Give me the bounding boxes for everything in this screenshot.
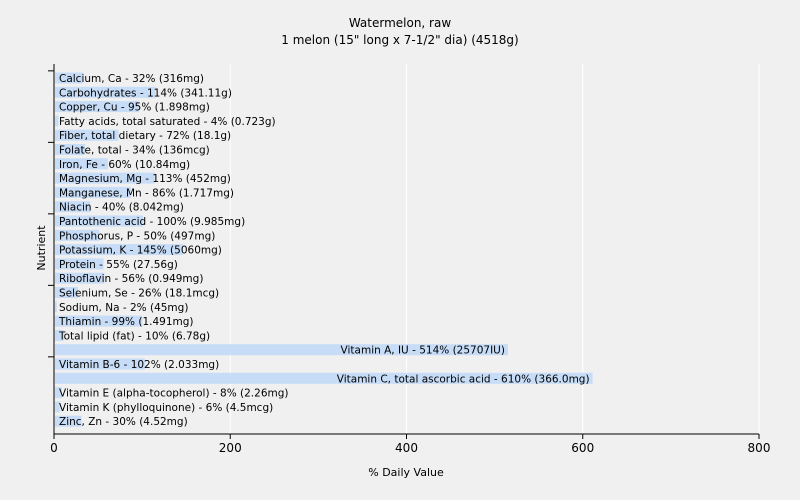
bar-label: Fiber, total dietary - 72% (18.1g) [59,130,231,142]
bar-label: Selenium, Se - 26% (18.1mcg) [59,288,219,300]
axes: 0 200 400 600 800 [48,64,770,455]
bar [55,301,57,313]
bar [55,244,183,256]
x-tick-label: 200 [219,441,242,455]
bar [55,115,59,127]
chart-subtitle: 1 melon (15" long x 7-1/2" dia) (4518g) [281,33,518,47]
bar-label: Manganese, Mn - 86% (1.717mg) [59,187,234,199]
bar [55,72,84,84]
bar-label: Protein - 55% (27.56g) [59,259,178,271]
bar-label: Pantothenic acid - 100% (9.985mg) [59,216,245,228]
bar-label: Riboflavin - 56% (0.949mg) [59,273,203,285]
bar [55,387,63,399]
bar [55,215,144,227]
bar-label: Vitamin E (alpha-tocopherol) - 8% (2.26m… [59,388,289,400]
bar-label: Magnesium, Mg - 113% (452mg) [59,173,231,185]
bar-label: Vitamin B-6 - 102% (2.033mg) [59,359,219,371]
bar [55,372,593,384]
bar [55,329,64,341]
x-axis-title: % Daily Value [368,466,444,479]
bar [55,358,145,370]
x-tick-label: 400 [395,441,418,455]
bar-label: Carbohydrates - 114% (341.11g) [59,87,232,99]
bar-label: Calcium, Ca - 32% (316mg) [59,73,204,85]
bar-label: Niacin - 40% (8.042mg) [59,202,184,214]
grid-lines [229,64,760,434]
bar-label: Vitamin C, total ascorbic acid - 610% (3… [337,373,590,385]
bar [55,415,82,427]
bar-label: Thiamin - 99% (1.491mg) [58,316,194,328]
bar [55,144,85,155]
bar [55,229,100,241]
bar [55,186,131,198]
bar-label: Iron, Fe - 60% (10.84mg) [59,159,190,171]
bar [55,101,139,113]
bar-labels: Calcium, Ca - 32% (316mg) Carbohydrates -… [58,73,590,428]
bar-label: Vitamin K (phylloquinone) - 6% (4.5mcg) [59,402,273,414]
bar [55,201,91,213]
bar-label: Vitamin A, IU - 514% (25707IU) [341,345,505,357]
bar [55,129,119,141]
x-tick-label: 0 [50,441,58,455]
bar [55,272,105,284]
chart-title: Watermelon, raw [349,16,452,30]
x-tick-label: 600 [571,441,594,455]
bar-label: Phosphorus, P - 50% (497mg) [59,230,215,242]
bar [55,172,155,184]
bar [55,158,108,170]
bar-label: Potassium, K - 145% (5060mg) [59,245,222,257]
bars [55,72,593,427]
bar-label: Folate, total - 34% (136mcg) [59,145,210,157]
bar [55,258,104,270]
bar [55,344,508,356]
y-axis-title: Nutrient [35,225,48,271]
bar-label: Zinc, Zn - 30% (4.52mg) [59,416,188,428]
bar [55,287,78,298]
bar [55,401,61,413]
bar [55,86,156,98]
bar [55,315,143,327]
bar-label: Copper, Cu - 95% (1.898mg) [59,102,210,114]
bar-label: Total lipid (fat) - 10% (6.78g) [58,330,210,342]
bar-label: Sodium, Na - 2% (45mg) [59,302,188,314]
bar-label: Fatty acids, total saturated - 4% (0.723… [59,116,276,128]
x-tick-label: 800 [748,441,771,455]
